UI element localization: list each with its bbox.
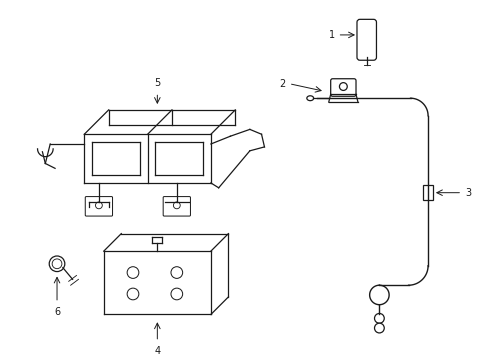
FancyBboxPatch shape [356, 19, 376, 60]
FancyBboxPatch shape [330, 79, 355, 96]
Text: 4: 4 [154, 346, 160, 356]
FancyBboxPatch shape [163, 197, 190, 216]
Circle shape [127, 267, 139, 278]
Circle shape [127, 288, 139, 300]
Circle shape [171, 288, 183, 300]
Circle shape [171, 267, 183, 278]
Circle shape [339, 83, 346, 90]
Ellipse shape [306, 96, 313, 101]
Text: 1: 1 [328, 30, 334, 40]
Text: 3: 3 [464, 188, 470, 198]
Text: 6: 6 [54, 307, 60, 317]
Circle shape [374, 314, 384, 323]
Circle shape [374, 323, 384, 333]
FancyBboxPatch shape [85, 197, 112, 216]
Circle shape [173, 202, 180, 209]
Circle shape [49, 256, 65, 271]
Circle shape [95, 202, 102, 209]
Bar [422, 185, 432, 201]
Circle shape [52, 259, 62, 269]
Text: 2: 2 [279, 78, 285, 89]
Text: 5: 5 [154, 78, 160, 89]
